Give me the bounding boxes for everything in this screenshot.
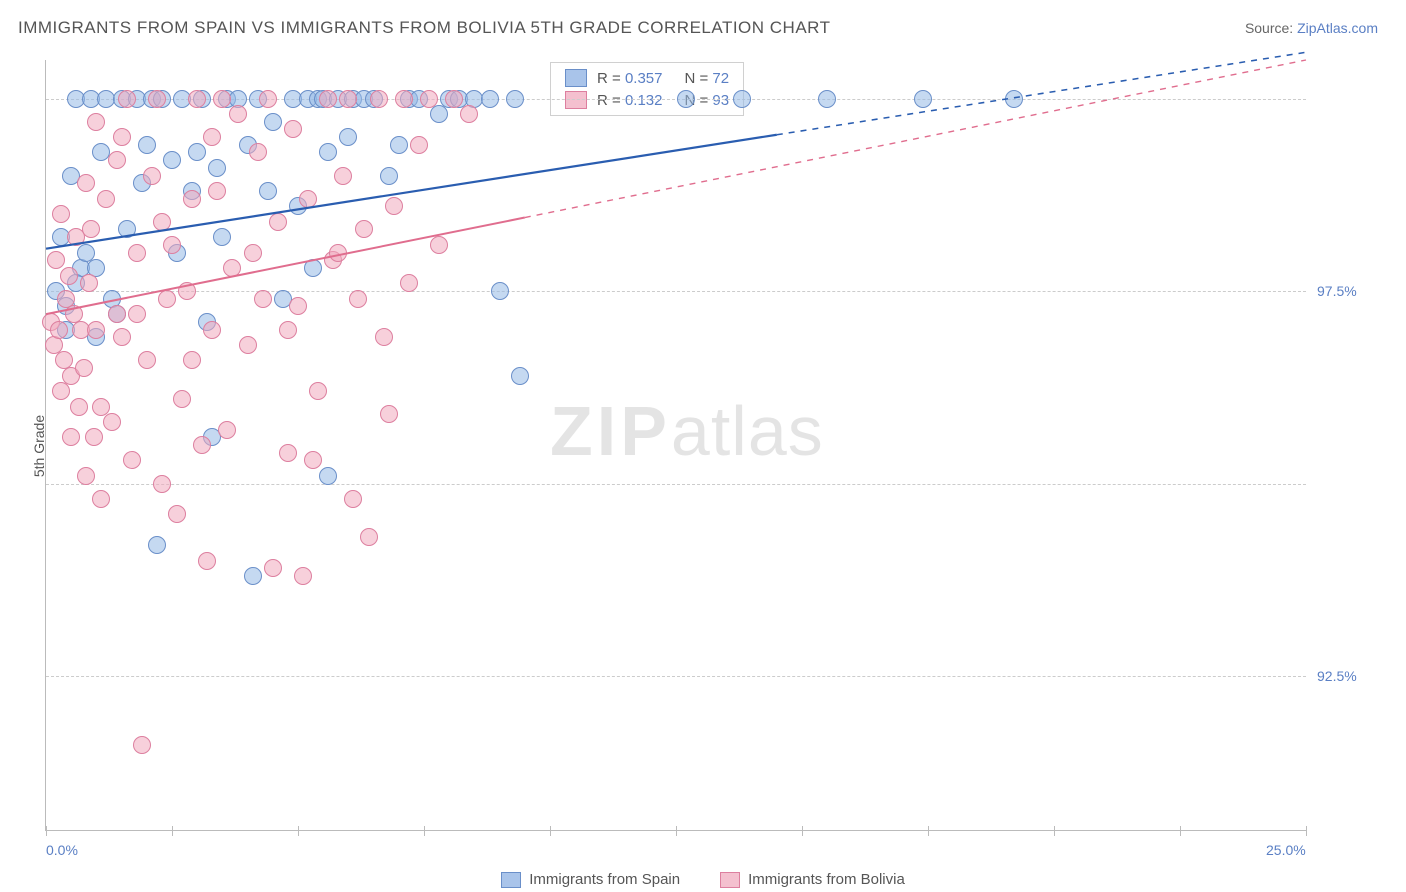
x-tick-mark	[1306, 826, 1307, 836]
legend-label: Immigrants from Bolivia	[748, 871, 905, 888]
legend-label: Immigrants from Spain	[529, 871, 680, 888]
legend-swatch	[720, 872, 740, 888]
series-legend: Immigrants from Spain Immigrants from Bol…	[0, 871, 1406, 888]
trend-line-dashed	[777, 52, 1306, 134]
y-tick-label: 97.5%	[1317, 283, 1357, 299]
y-tick-label: 92.5%	[1317, 668, 1357, 684]
source-attribution: Source: ZipAtlas.com	[1245, 20, 1378, 36]
x-tick-label: 25.0%	[1266, 842, 1306, 858]
x-tick-label: 0.0%	[46, 842, 78, 858]
legend-item: Immigrants from Bolivia	[720, 871, 905, 888]
trend-line-dashed	[525, 60, 1306, 218]
source-label: Source:	[1245, 20, 1297, 36]
scatter-plot: ZIPatlas R = 0.357N = 72R = 0.132N = 93 …	[45, 60, 1306, 831]
trend-line-solid	[46, 135, 777, 249]
source-link[interactable]: ZipAtlas.com	[1297, 20, 1378, 36]
chart-title: IMMIGRANTS FROM SPAIN VS IMMIGRANTS FROM…	[18, 18, 831, 38]
legend-swatch	[501, 872, 521, 888]
trend-lines	[46, 60, 1306, 830]
trend-line-solid	[46, 218, 525, 315]
legend-item: Immigrants from Spain	[501, 871, 680, 888]
